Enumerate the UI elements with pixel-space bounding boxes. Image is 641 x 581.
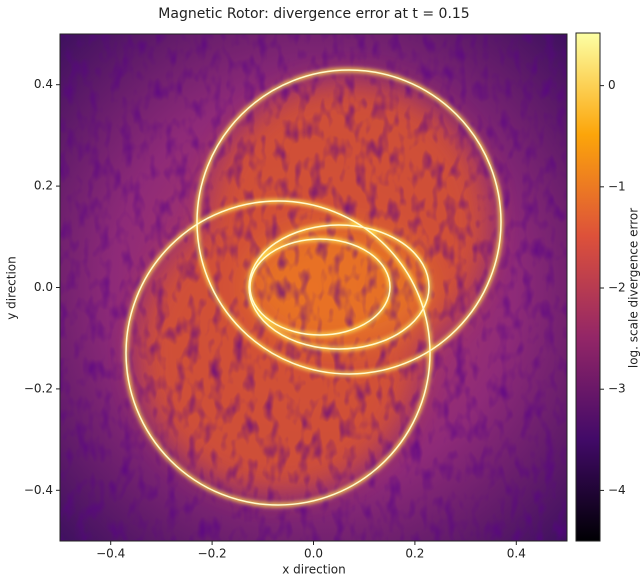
colorbar-tick-label: −4 bbox=[608, 483, 626, 497]
y-tick-label: 0.2 bbox=[34, 179, 53, 193]
y-tick-label: 0.0 bbox=[34, 280, 53, 294]
colorbar bbox=[575, 32, 601, 542]
x-tick-label: −0.4 bbox=[96, 547, 125, 561]
chart-title: Magnetic Rotor: divergence error at t = … bbox=[158, 6, 469, 22]
colorbar-tick-label: −1 bbox=[608, 179, 626, 193]
x-tick-label: −0.2 bbox=[198, 547, 227, 561]
heatmap-image bbox=[60, 34, 567, 541]
y-tick-label: −0.4 bbox=[24, 483, 53, 497]
colorbar-label: log. scale divergence error bbox=[627, 208, 641, 368]
colorbar-tick-label: 0 bbox=[608, 78, 616, 92]
y-tick-label: −0.2 bbox=[24, 381, 53, 395]
y-tick-label: 0.4 bbox=[34, 77, 53, 91]
y-axis-label: y direction bbox=[5, 256, 19, 320]
x-tick-label: 0.2 bbox=[405, 547, 424, 561]
colorbar-tick-label: −2 bbox=[608, 281, 626, 295]
x-axis-label: x direction bbox=[282, 563, 346, 577]
x-tick-label: 0.4 bbox=[507, 547, 526, 561]
x-tick-label: 0.0 bbox=[304, 547, 323, 561]
colorbar-tick-label: −3 bbox=[608, 382, 626, 396]
